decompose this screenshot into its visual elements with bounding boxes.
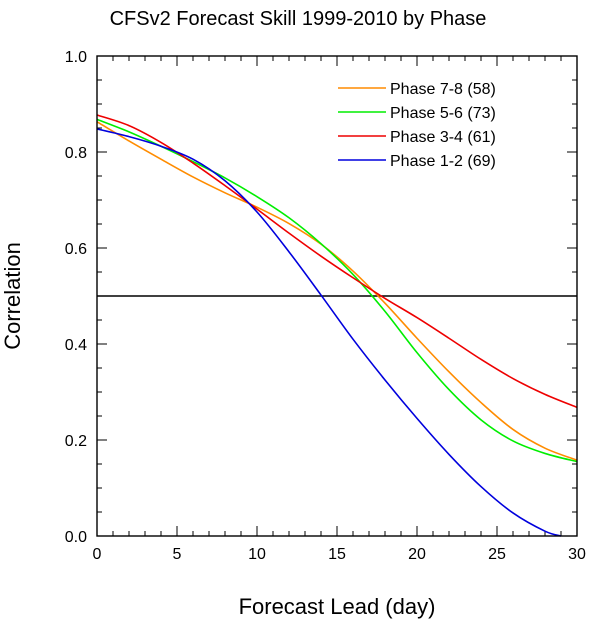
legend-label: Phase 5-6 (73) (390, 105, 496, 122)
series-line-1 (96, 121, 578, 461)
y-tick-label: 0.2 (65, 433, 87, 450)
legend-label: Phase 7-8 (58) (390, 81, 496, 98)
series-line-3 (96, 114, 578, 409)
x-tick-label: 25 (488, 546, 506, 563)
series-lines (96, 114, 578, 537)
series-line-2 (96, 118, 578, 463)
y-tick-label: 0.6 (65, 241, 87, 258)
plot-frame (96, 55, 578, 537)
legend-label: Phase 1-2 (69) (390, 153, 496, 170)
legend: Phase 7-8 (58) Phase 5-6 (73) Phase 3-4 (6… (338, 81, 496, 170)
x-tick-label: 10 (248, 546, 266, 563)
y-tick-label: 0.8 (65, 145, 87, 162)
x-tick-label: 5 (173, 546, 182, 563)
y-axis-label: Correlation (0, 242, 25, 350)
x-axis-label: Forecast Lead (day) (239, 594, 436, 619)
x-tick-label: 30 (568, 546, 586, 563)
x-tick-label: 15 (328, 546, 346, 563)
x-tick-label: 20 (408, 546, 426, 563)
y-tick-label: 0.4 (65, 337, 87, 354)
chart-title: CFSv2 Forecast Skill 1999-2010 by Phase (110, 8, 487, 30)
series-line-4 (96, 128, 562, 537)
y-tick-label: 1.0 (65, 49, 87, 66)
x-tick-label: 0 (93, 546, 102, 563)
tick-labels: 0 5 10 15 20 25 30 0.0 0.2 0.4 0.6 0.8 1.0 (65, 49, 586, 563)
legend-label: Phase 3-4 (61) (390, 129, 496, 146)
y-tick-label: 0.0 (65, 529, 87, 546)
